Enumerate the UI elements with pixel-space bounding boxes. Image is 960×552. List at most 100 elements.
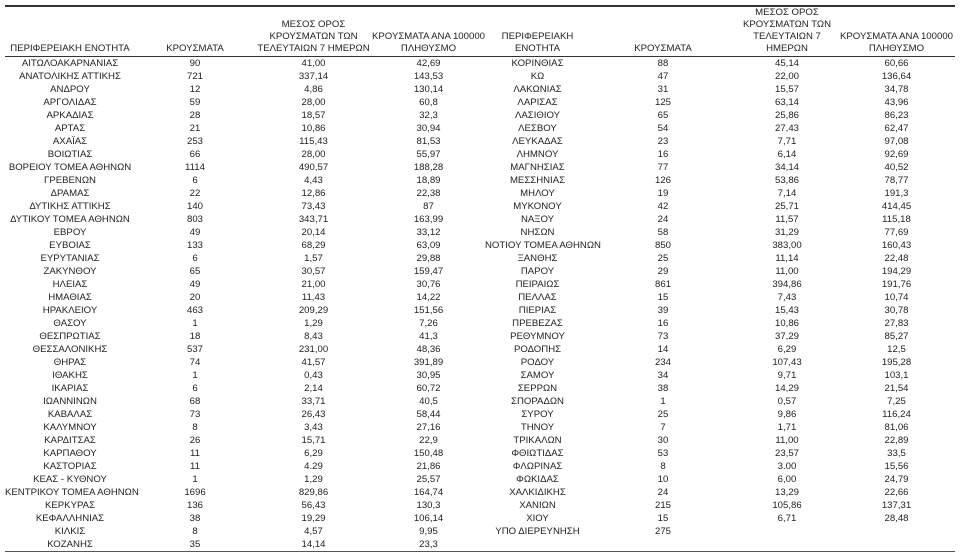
cases-cell: 136 [186, 500, 203, 511]
avg7-cell: 829,86 [298, 487, 329, 498]
region-cell: ΞΑΝΘΗΣ [517, 253, 558, 264]
region-cell: ΛΕΣΒΟΥ [518, 123, 557, 134]
region-cell: ΑΡΤΑΣ [54, 123, 86, 134]
header-avg7: ΜΕΣΟΣ ΟΡΟΣ ΚΡΟΥΣΜΑΤΩΝ ΤΩΝ ΤΕΛΕΥΤΑΙΩΝ 7 Η… [742, 7, 832, 54]
avg7-cell: 25,86 [774, 110, 799, 121]
per100k-cell: 40,52 [884, 162, 909, 173]
per100k-cell: 10,74 [884, 292, 909, 303]
avg7-cell: 37,29 [774, 331, 799, 342]
per100k-cell: 33,5 [887, 448, 906, 459]
avg7-cell: 41,00 [301, 58, 326, 69]
cases-cell: 54 [657, 123, 669, 134]
avg7-cell: 6,71 [777, 513, 797, 524]
per100k-cell: 150,48 [413, 448, 444, 459]
region-cell: ΚΕΡΚΥΡΑΣ [44, 500, 95, 511]
cases-cell: 68 [189, 396, 201, 407]
cases-cell: 1 [660, 396, 666, 407]
cases-cell: 65 [189, 266, 201, 277]
per100k-cell: 130,14 [413, 84, 444, 95]
cases-cell: 15 [657, 513, 669, 524]
cases-cell: 861 [654, 279, 671, 290]
avg7-cell: 105,86 [772, 500, 802, 511]
per100k-cell: 195,28 [881, 357, 912, 368]
cases-cell: 14 [657, 344, 669, 355]
region-cell: ΡΟΔΟΠΗΣ [513, 344, 562, 355]
cases-cell: 140 [186, 201, 203, 212]
cases-cell: 24 [657, 214, 669, 225]
region-cell: ΜΥΚΟΝΟΥ [513, 201, 562, 212]
cases-cell: 8 [192, 422, 198, 433]
per100k-cell: 77,69 [884, 227, 909, 238]
cases-cell: 11 [190, 448, 200, 459]
per100k-cell: 130,3 [416, 500, 441, 511]
cases-cell: 10 [657, 474, 669, 485]
per100k-cell: 27,16 [416, 422, 441, 433]
region-cell: ΘΗΡΑΣ [53, 357, 87, 368]
region-cell: ΑΝΔΡΟΥ [50, 84, 90, 95]
avg7-cell: 73,43 [301, 201, 326, 212]
table-row: ΑΡΚΑΔΙΑΣ 28 18,57 32,3 ΛΑΣΙΘΙΟΥ 65 25,86 86,23 [5, 109, 955, 122]
cases-cell: 22 [189, 188, 201, 199]
region-cell: ΔΥΤΙΚΟΥ ΤΟΜΕΑ ΑΘΗΝΩΝ [10, 214, 130, 225]
per100k-cell [838, 538, 955, 552]
avg7-cell: 4,57 [304, 526, 323, 537]
table-row: ΓΡΕΒΕΝΩΝ 6 4,43 18,89 ΜΕΣΣΗΝΙΑΣ 126 53,86 78,77 [5, 174, 955, 187]
region-cell: ΕΥΡΥΤΑΝΙΑΣ [40, 253, 100, 264]
per100k-cell [838, 525, 955, 538]
region-cell: ΚΟΡΙΝΘΙΑΣ [511, 58, 564, 69]
per100k-cell: 62,47 [884, 123, 909, 134]
per100k-cell: 21,54 [884, 383, 909, 394]
per100k-cell: 87 [423, 201, 434, 212]
table-row: ΚΑΛΥΜΝΟΥ 8 3,43 27,16 ΤΗΝΟΥ 7 1,71 81,06 [5, 421, 955, 434]
region-cell: ΧΑΝΙΩΝ [519, 500, 556, 511]
cases-cell: 463 [186, 305, 203, 316]
region-cell: ΚΑΡΠΑΘΟΥ [43, 448, 97, 459]
cases-cell: 73 [189, 409, 201, 420]
per100k-cell: 48,36 [416, 344, 441, 355]
covid-cases-table: ΠΕΡΙΦΕΡΕΙΑΚΗ ΕΝΟΤΗΤΑ ΚΡΟΥΣΜΑΤΑ ΜΕΣΟΣ ΟΡΟ… [5, 5, 955, 552]
per100k-cell: 391,89 [413, 357, 444, 368]
region-cell: ΧΙΟΥ [526, 513, 549, 524]
cases-cell: 803 [186, 214, 203, 225]
per100k-cell: 14,22 [416, 292, 441, 303]
per100k-cell: 22,38 [416, 188, 441, 199]
per100k-cell: 86,23 [884, 110, 909, 121]
table-body: ΑΙΤΩΛΟΑΚΑΡΝΑΝΙΑΣ 90 41,00 42,69 ΚΟΡΙΝΘΙΑΣ 88 4… [5, 57, 955, 552]
per100k-cell: 15,56 [884, 461, 909, 472]
region-cell: ΣΕΡΡΩΝ [517, 383, 558, 394]
cases-cell: 21 [189, 123, 201, 134]
avg7-cell: 231,00 [298, 344, 329, 355]
region-cell: ΣΠΟΡΑΔΩΝ [511, 396, 564, 407]
avg7-cell: 21,00 [301, 279, 326, 290]
per100k-cell: 22,48 [884, 253, 909, 264]
table-row: ΚΟΖΑΝΗΣ 35 14,14 23,3 [5, 538, 955, 552]
avg7-cell: 7,71 [777, 136, 797, 147]
avg7-cell: 2,14 [304, 383, 323, 394]
table-row: ΕΒΡΟΥ 49 20,14 33,12 ΝΗΣΩΝ 58 31,29 77,69 [5, 226, 955, 239]
cases-cell: 1696 [184, 487, 206, 498]
per100k-cell: 159,47 [413, 266, 444, 277]
cases-cell: 47 [657, 71, 669, 82]
cases-cell: 7 [660, 422, 666, 433]
cases-cell [590, 538, 736, 552]
avg7-cell: 337,14 [298, 71, 329, 82]
region-cell: ΗΜΑΘΙΑΣ [48, 292, 92, 303]
avg7-cell: 1,29 [304, 318, 323, 329]
per100k-cell: 33,12 [416, 227, 441, 238]
avg7-cell: 4.29 [304, 461, 323, 472]
cases-cell: 42 [657, 201, 669, 212]
per100k-cell: 81,53 [416, 136, 441, 147]
avg7-cell: 209,29 [298, 305, 329, 316]
table-row: ΑΝΔΡΟΥ 12 4,86 130,14 ΛΑΚΩΝΙΑΣ 31 15,57 34,78 [5, 83, 955, 96]
table-row: ΗΡΑΚΛΕΙΟΥ 463 209,29 151,56 ΠΙΕΡΙΑΣ 39 15,43 30… [5, 304, 955, 317]
region-cell: ΣΥΡΟΥ [521, 409, 554, 420]
per100k-cell: 43,96 [884, 97, 909, 108]
region-cell: ΔΡΑΜΑΣ [50, 188, 90, 199]
avg7-cell: 4,86 [304, 84, 323, 95]
cases-cell: 253 [186, 136, 203, 147]
region-cell: ΦΛΩΡΙΝΑΣ [512, 461, 563, 472]
per100k-cell: 143,53 [413, 71, 444, 82]
per100k-cell: 30,95 [416, 370, 441, 381]
avg7-cell: 14,29 [774, 383, 799, 394]
per100k-cell: 9,95 [419, 526, 438, 537]
